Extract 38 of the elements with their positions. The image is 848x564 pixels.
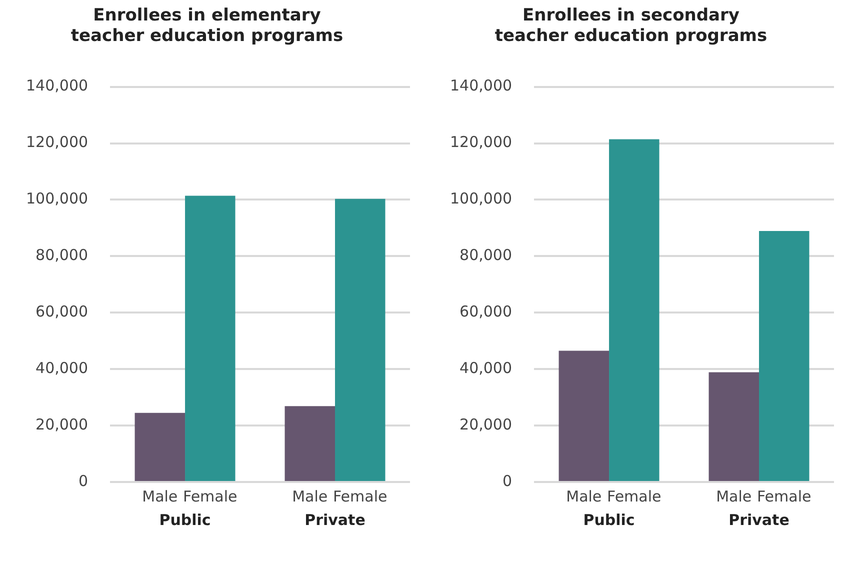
y-tick-label: 140,000	[26, 76, 88, 95]
y-tick-label: 100,000	[26, 190, 88, 208]
bar	[759, 231, 810, 481]
bar	[134, 412, 186, 481]
x-tick-label: Public	[159, 510, 211, 529]
y-tick-label: 40,000	[36, 358, 88, 377]
y-tick-label: 100,000	[450, 190, 512, 208]
y-tick-label: 0	[502, 472, 512, 490]
y-tick-label: 20,000	[460, 415, 512, 434]
text: Male	[292, 487, 328, 506]
y-tick-label: 60,000	[36, 302, 88, 321]
x-tick-label: Private	[728, 510, 790, 529]
text: Female	[333, 487, 388, 506]
y-tick-label: 60,000	[460, 302, 512, 321]
y-tick-label: 140,000	[450, 76, 512, 95]
y-tick-label: 80,000	[460, 246, 512, 264]
text: Female	[757, 487, 812, 506]
y-tick-label: 80,000	[36, 246, 88, 264]
bar	[558, 350, 610, 481]
chart-title: Enrollees in elementary teacher education programs	[70, 6, 344, 46]
y-tick-label: 0	[78, 472, 88, 490]
y-tick-label: 20,000	[36, 415, 88, 434]
y-tick-label: 120,000	[26, 133, 88, 152]
bar	[185, 196, 236, 481]
bar	[609, 139, 660, 481]
series-label: Male	[142, 487, 178, 506]
bar	[335, 198, 386, 481]
y-tick-label: 40,000	[460, 358, 512, 377]
bar	[284, 406, 336, 481]
series-label: Female	[607, 487, 662, 506]
series-label: Female	[183, 487, 238, 506]
y-tick-label: 120,000	[450, 133, 512, 152]
series-label: Male	[566, 487, 602, 506]
chart-title: Enrollees in secondary teacher education programs	[494, 6, 768, 46]
text: Male	[716, 487, 752, 506]
x-tick-label: Public	[583, 510, 635, 529]
bar	[708, 372, 760, 481]
x-tick-label: Private	[304, 510, 366, 529]
